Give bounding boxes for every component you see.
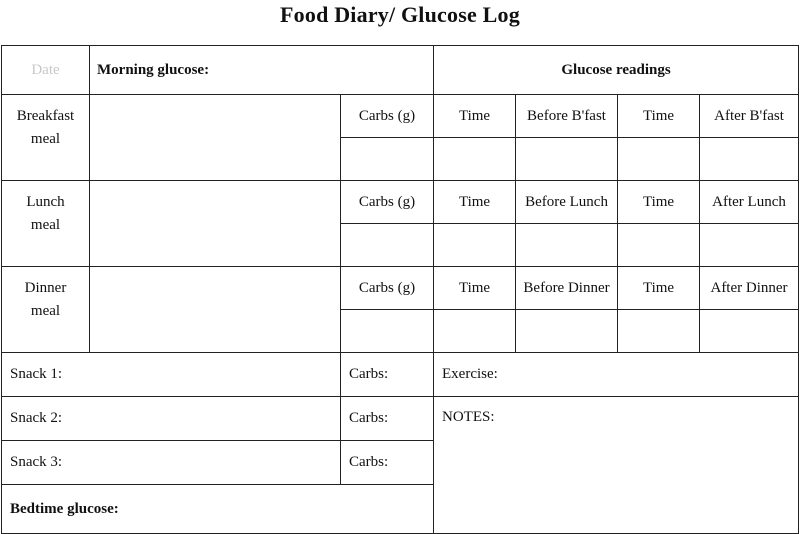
snack-2-row: Snack 2: Carbs: NOTES: [1, 396, 800, 534]
breakfast-label-line2: meal [30, 131, 61, 147]
lunch-label-line2: meal [30, 217, 61, 233]
bedtime-row: Bedtime glucose: [0, 484, 799, 534]
before-dinner-label: Before Dinner [515, 266, 619, 310]
breakfast-time2-entry[interactable] [617, 137, 701, 181]
lunch-row: Lunch meal Carbs (g) Time Before Lunch T… [1, 180, 800, 267]
after-breakfast-label: After B'fast [699, 94, 800, 138]
before-lunch-label: Before Lunch [515, 180, 619, 224]
dinner-time1-entry[interactable] [433, 309, 517, 353]
dinner-carbs-label: Carbs (g) [339, 266, 435, 310]
breakfast-time1-entry[interactable] [433, 137, 517, 181]
exercise-field[interactable]: Exercise: [433, 352, 800, 397]
dinner-entry-row [2, 309, 800, 353]
snack-2-carbs-field[interactable]: Carbs: [339, 396, 435, 441]
dinner-meal-entry[interactable] [89, 266, 341, 353]
breakfast-carbs-entry[interactable] [339, 137, 435, 181]
food-glucose-log-table: Date Morning glucose: Glucose readings B… [0, 45, 800, 534]
morning-glucose-field[interactable]: Morning glucose: [88, 45, 435, 95]
before-breakfast-entry[interactable] [515, 137, 619, 181]
dinner-meal-label: Dinner meal [1, 266, 90, 353]
lunch-carbs-entry[interactable] [339, 223, 435, 267]
lunch-entry-row [2, 223, 800, 267]
dinner-time1-label: Time [433, 266, 517, 310]
lunch-meal-label: Lunch meal [1, 180, 90, 267]
bedtime-glucose-field[interactable]: Bedtime glucose: [0, 484, 435, 534]
breakfast-row: Breakfast meal Carbs (g) Time Before B'f… [1, 94, 800, 181]
before-breakfast-label: Before B'fast [515, 94, 619, 138]
snack-2-field[interactable]: Snack 2: [1, 396, 341, 441]
glucose-readings-header: Glucose readings [433, 45, 800, 95]
dinner-label-line1: Dinner [24, 280, 67, 296]
after-dinner-entry[interactable] [699, 309, 800, 353]
breakfast-time1-label: Time [433, 94, 517, 138]
lunch-label-line1: Lunch [26, 194, 65, 210]
before-dinner-entry[interactable] [515, 309, 619, 353]
lunch-time2-label: Time [617, 180, 701, 224]
breakfast-label-line1: Breakfast [16, 108, 75, 124]
page-title: Food Diary/ Glucose Log [280, 2, 520, 27]
before-lunch-entry[interactable] [515, 223, 619, 267]
snack-1-field[interactable]: Snack 1: [1, 352, 341, 397]
after-lunch-entry[interactable] [699, 223, 800, 267]
lunch-time2-entry[interactable] [617, 223, 701, 267]
dinner-row: Dinner meal Carbs (g) Time Before Dinner… [1, 266, 800, 353]
lunch-time1-entry[interactable] [433, 223, 517, 267]
header-row: Date Morning glucose: Glucose readings [1, 45, 800, 95]
dinner-time2-label: Time [617, 266, 701, 310]
lunch-time1-label: Time [433, 180, 517, 224]
dinner-label-line2: meal [30, 303, 61, 319]
after-breakfast-entry[interactable] [699, 137, 800, 181]
breakfast-time2-label: Time [617, 94, 701, 138]
after-lunch-label: After Lunch [699, 180, 800, 224]
dinner-time2-entry[interactable] [617, 309, 701, 353]
date-field[interactable]: Date [1, 45, 90, 95]
snack-1-carbs-field[interactable]: Carbs: [339, 352, 435, 397]
breakfast-meal-label: Breakfast meal [1, 94, 90, 181]
dinner-carbs-entry[interactable] [339, 309, 435, 353]
snack-3-field[interactable]: Snack 3: [1, 440, 341, 485]
snack-3-row: Snack 3: Carbs: [1, 440, 799, 485]
snack-3-carbs-field[interactable]: Carbs: [339, 440, 435, 485]
lunch-meal-entry[interactable] [89, 180, 341, 267]
snack-1-row: Snack 1: Carbs: Exercise: [1, 352, 800, 397]
after-dinner-label: After Dinner [699, 266, 800, 310]
lunch-carbs-label: Carbs (g) [339, 180, 435, 224]
breakfast-carbs-label: Carbs (g) [339, 94, 435, 138]
notes-field[interactable]: NOTES: [433, 396, 800, 534]
breakfast-meal-entry[interactable] [89, 94, 341, 181]
